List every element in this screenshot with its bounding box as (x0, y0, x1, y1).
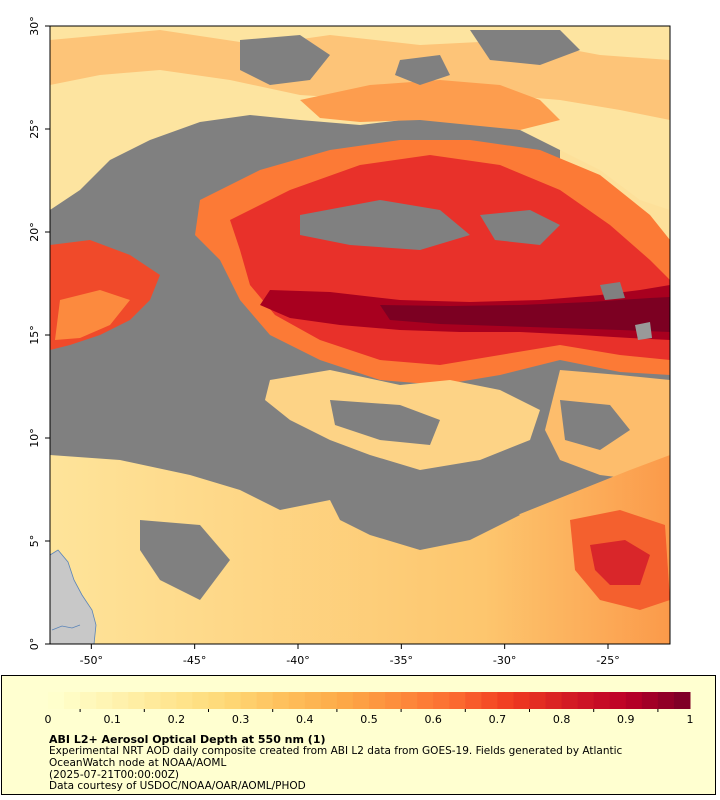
colorbar-segment (401, 692, 418, 709)
colorbar-segment (96, 692, 113, 709)
lon-tick-label: -40° (286, 654, 309, 667)
lat-tick-label: 20° (28, 222, 41, 242)
colorbar-segment (449, 692, 466, 709)
lat-tick-label: 5° (28, 535, 41, 548)
colorbar-segment (288, 692, 306, 709)
colorbar-tick-label: 0.9 (617, 713, 635, 726)
nodata-plume-2 (480, 210, 560, 245)
river (51, 624, 81, 631)
colorbar-tick-label: 0.1 (103, 713, 121, 726)
colorbar-segment (513, 692, 530, 709)
colorbar-tick-label: 0.5 (360, 713, 378, 726)
colorbar-segment (128, 692, 145, 709)
colorbar-segment (625, 692, 643, 709)
land-south-america (50, 549, 97, 644)
colorbar-segment (497, 692, 514, 709)
nodata-north-2 (470, 30, 580, 65)
lat-tick-label: 15° (28, 325, 41, 345)
colorbar-segment (529, 692, 547, 709)
legend-description: Experimental NRT AOD daily composite cre… (49, 745, 623, 769)
colorbar: 0 0.1 0.2 0.3 0.4 0.5 0.6 0.7 0.8 0.9 1 (45, 692, 694, 726)
aod-south (50, 455, 670, 644)
lon-tick-label: -45° (183, 654, 206, 667)
colorbar-segment (417, 692, 434, 709)
colorbar-segment (385, 692, 402, 709)
colorbar-segment (352, 692, 370, 709)
aod-south-east-core (590, 540, 650, 585)
lat-tick-label: 30° (28, 16, 41, 36)
nodata-east-2 (560, 400, 630, 450)
legend-credit: Data courtesy of USDOC/NOAA/OAR/AOML/PHO… (49, 780, 306, 792)
colorbar-segment (593, 692, 611, 709)
aod-north-orange (300, 80, 560, 130)
lon-tick-label: -25° (596, 654, 619, 667)
lat-tick-label: 25° (28, 119, 41, 139)
colorbar-segment (545, 692, 563, 709)
colorbar-segment (272, 692, 290, 709)
legend-date: (2025-07-21T00:00:00Z) (49, 769, 179, 781)
colorbar-segment (641, 692, 659, 709)
colorbar-segment (224, 692, 242, 709)
colorbar-segment (657, 692, 675, 709)
colorbar-tick-label: 0.3 (232, 713, 250, 726)
nodata-north-3 (395, 55, 450, 85)
colorbar-tick-label: 0 (45, 713, 52, 726)
colorbar-segment (80, 692, 97, 709)
colorbar-segment (609, 692, 627, 709)
aod-west-patch-inner (55, 290, 130, 340)
colorbar-segment (256, 692, 274, 709)
colorbar-segment (176, 692, 193, 709)
legend-title: ABI L2+ Aerosol Optical Depth at 550 nm … (49, 733, 326, 746)
colorbar-segment (112, 692, 129, 709)
colorbar-segment (561, 692, 579, 709)
colorbar-segment (48, 692, 65, 709)
colorbar-tick-label: 0.4 (296, 713, 314, 726)
colorbar-tick-label: 0.8 (553, 713, 571, 726)
aod-map: 0° 5° 10° 15° 20° 25° 30° -50° -45° -40° -35° -30°… (28, 16, 671, 667)
aod-plume-core-dark (380, 297, 670, 332)
colorbar-tick-label: 0.7 (489, 713, 507, 726)
longitude-axis: -50° -45° -40° -35° -30° -25° (80, 644, 620, 667)
colorbar-segment (369, 692, 386, 709)
colorbar-segment (673, 692, 691, 709)
lon-tick-label: -35° (390, 654, 413, 667)
colorbar-segment (208, 692, 226, 709)
latitude-axis: 0° 5° 10° 15° 20° 25° 30° (28, 16, 50, 650)
colorbar-tick-label: 1 (687, 713, 694, 726)
nodata-north-1 (240, 35, 330, 85)
lon-tick-label: -30° (493, 654, 516, 667)
colorbar-segment (577, 692, 595, 709)
colorbar-tick-label: 0.2 (168, 713, 186, 726)
legend-panel: 0 0.1 0.2 0.3 0.4 0.5 0.6 0.7 0.8 0.9 1 ABI L2+ Ae… (1, 675, 716, 795)
colorbar-segment (336, 692, 354, 709)
nodata-central-1 (330, 400, 440, 445)
colorbar-scale (48, 692, 691, 709)
colorbar-segment (240, 692, 258, 709)
nodata-plume-3 (600, 282, 625, 300)
colorbar-segment (433, 692, 450, 709)
colorbar-segment (465, 692, 482, 709)
colorbar-segment (160, 692, 177, 709)
colorbar-segment (144, 692, 161, 709)
nodata-plume-4 (635, 322, 652, 340)
colorbar-segment (320, 692, 338, 709)
colorbar-tick-label: 0.6 (424, 713, 442, 726)
lon-tick-label: -50° (80, 654, 103, 667)
colorbar-segment (64, 692, 81, 709)
colorbar-segment (192, 692, 209, 709)
lat-tick-label: 10° (28, 428, 41, 448)
nodata-plume-1 (300, 200, 470, 250)
lat-tick-label: 0° (28, 638, 41, 651)
colorbar-segment (304, 692, 322, 709)
nodata-south-2 (140, 520, 230, 600)
colorbar-segment (481, 692, 498, 709)
nodata-south-1 (330, 485, 520, 550)
colorbar-labels: 0 0.1 0.2 0.3 0.4 0.5 0.6 0.7 0.8 0.9 1 (45, 709, 694, 726)
